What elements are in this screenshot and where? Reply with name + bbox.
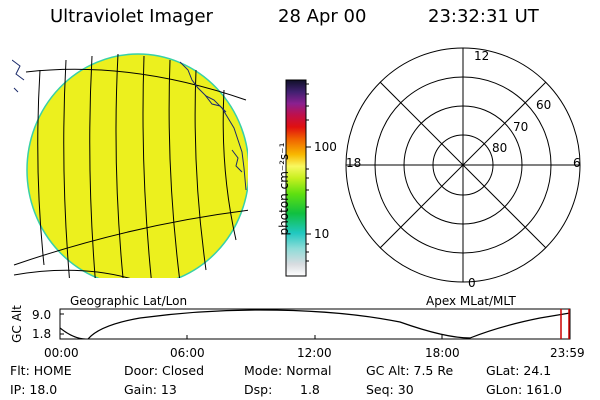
right-panel-caption: Apex MLat/MLT: [426, 294, 516, 308]
mlt-label-18: 18: [346, 156, 362, 170]
time-label: 23:32:31 UT: [428, 6, 539, 27]
time-tick-0600: 06:00: [170, 346, 205, 360]
status-dsp-label: Dsp:: [244, 382, 273, 397]
mlt-label-12: 12: [474, 49, 490, 63]
status-seq: Seq: 30: [366, 382, 414, 397]
mlt-label-0: 0: [468, 276, 476, 290]
mlat-label-70: 70: [513, 120, 529, 134]
status-gain: Gain: 13: [124, 382, 177, 397]
colorbar-unit-label: photon cm⁻²s⁻¹: [277, 142, 291, 236]
altitude-axis-label: GC Alt: [10, 305, 24, 343]
status-door: Door: Closed: [124, 363, 205, 378]
altitude-tick-low: 1.8: [32, 327, 52, 341]
time-tick-1200: 12:00: [297, 346, 332, 360]
status-flt: Flt: HOME: [10, 363, 72, 378]
coastline: [12, 59, 247, 191]
altitude-curve: [60, 309, 570, 339]
status-mode: Mode: Normal: [244, 363, 332, 378]
instrument-title: Ultraviolet Imager: [50, 6, 213, 27]
mlt-label-6: 6: [573, 156, 581, 170]
altitude-plot-ticks: [60, 313, 443, 339]
status-gc-alt: GC Alt: 7.5 Re: [366, 363, 454, 378]
geographic-grid: [13, 53, 248, 278]
time-tick-0000: 00:00: [44, 346, 79, 360]
status-dsp-value: 1.8: [300, 382, 320, 397]
mlat-label-80: 80: [492, 141, 508, 155]
time-tick-2359: 23:59: [550, 346, 585, 360]
colorbar-label-100: 100: [314, 140, 337, 154]
date-label: 28 Apr 00: [278, 6, 367, 27]
altitude-tick-high: 9.0: [32, 308, 52, 322]
mlat-label-60: 60: [536, 98, 552, 112]
status-glat: GLat: 24.1: [486, 363, 552, 378]
status-ip: IP: 18.0: [10, 382, 58, 397]
left-panel-caption: Geographic Lat/Lon: [70, 294, 188, 308]
colorbar-label-10: 10: [314, 227, 330, 241]
earth-disk: [26, 53, 248, 278]
time-tick-1800: 18:00: [425, 346, 460, 360]
status-glon: GLon: 161.0: [486, 382, 562, 397]
earth-image-panel: [12, 53, 248, 278]
colorbar-minor-ticks: [306, 83, 309, 262]
altitude-plot-frame: [59, 308, 571, 340]
polar-plot: [345, 47, 581, 283]
